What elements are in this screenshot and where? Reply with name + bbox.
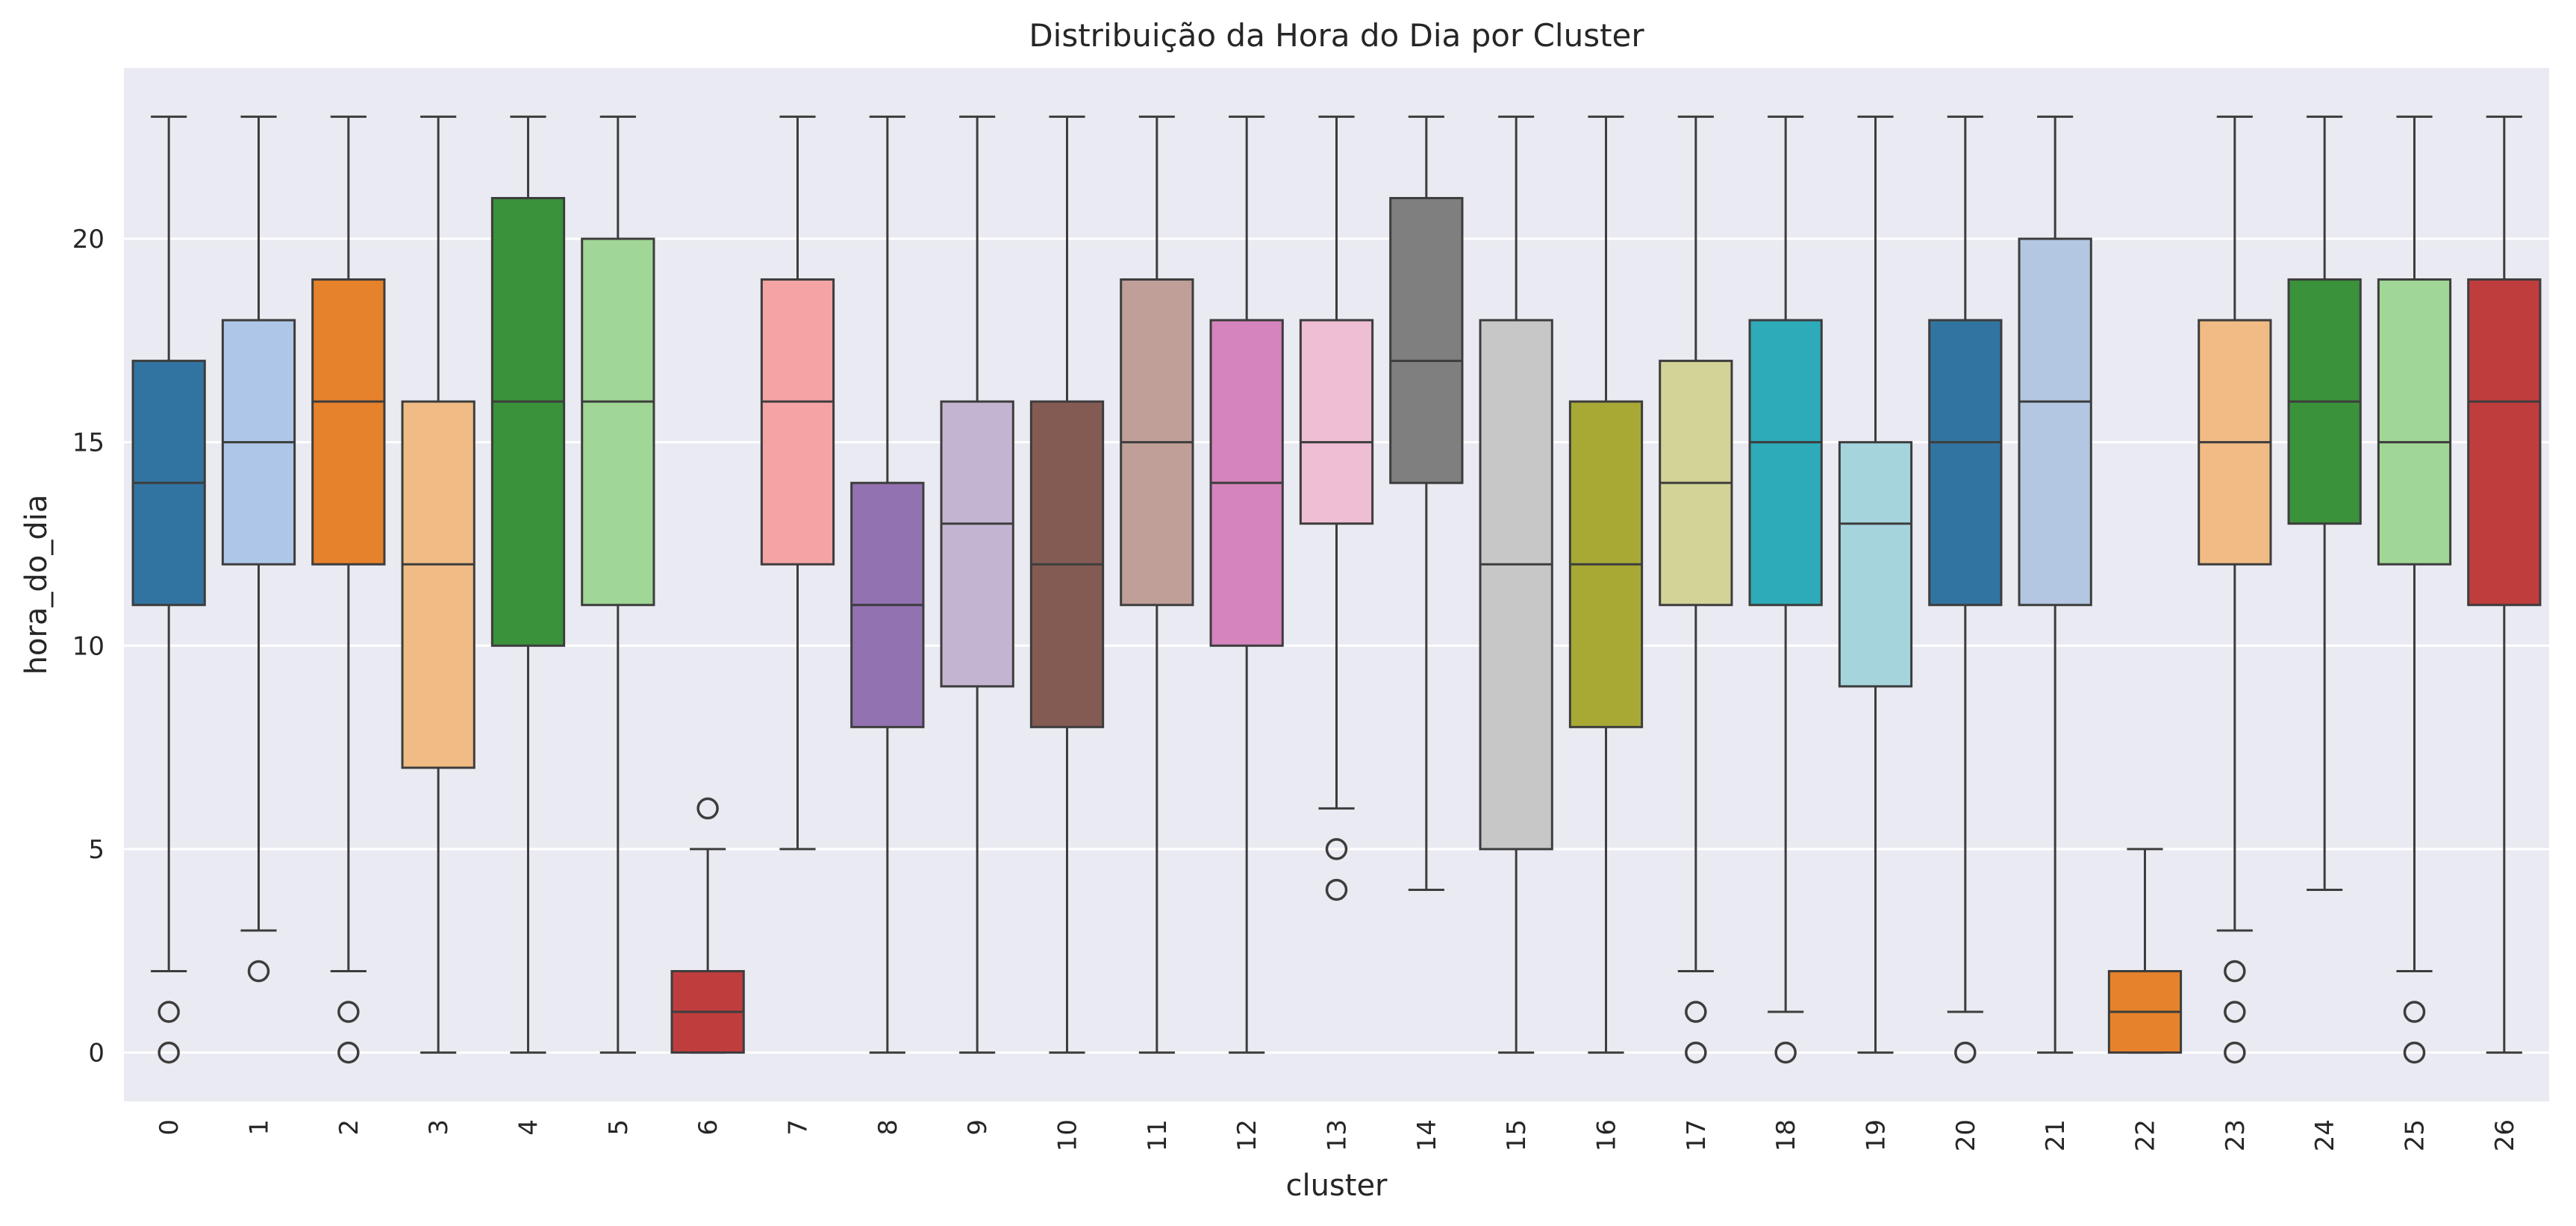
x-tick-labels: 0 1 2 3 4 5 6 7 8 9 10 11 12 13 14 15 16 17 18 19 20 21 22 23 24… <box>155 1119 2520 1151</box>
box-cluster-13 <box>1299 115 1374 901</box>
x-tick-label-3: 3 <box>424 1119 454 1136</box>
outlier-point <box>1954 1041 1977 1064</box>
box-cluster-4 <box>490 115 566 1054</box>
x-tick-label-15: 15 <box>1502 1119 1532 1151</box>
box-iqr <box>1748 319 1823 607</box>
box-iqr <box>760 278 835 566</box>
x-tick-label-23: 23 <box>2221 1119 2251 1151</box>
box-cluster-1 <box>221 115 296 983</box>
outlier-point <box>696 797 719 820</box>
outlier-point <box>2403 1041 2426 1064</box>
x-tick-label-8: 8 <box>873 1119 903 1136</box>
y-tick-label-20: 20 <box>72 225 105 254</box>
box-iqr <box>1479 319 1553 851</box>
x-tick-label-20: 20 <box>1951 1119 1981 1151</box>
box-cluster-19 <box>1838 115 1913 1054</box>
box-cluster-14 <box>1389 115 1464 891</box>
outlier-point <box>2224 1041 2246 1064</box>
x-tick-label-7: 7 <box>784 1119 814 1136</box>
y-tick-label-5: 5 <box>88 835 105 865</box>
outlier-point <box>158 1001 180 1023</box>
box-cluster-6 <box>670 797 745 1054</box>
boxes-layer <box>131 115 2542 1064</box>
x-tick-label-17: 17 <box>1682 1119 1712 1151</box>
box-cluster-7 <box>760 115 835 851</box>
x-axis-label: cluster <box>1285 1169 1388 1203</box>
outlier-point <box>158 1041 180 1064</box>
x-tick-label-16: 16 <box>1592 1119 1622 1151</box>
outlier-point <box>1325 878 1348 901</box>
y-tick-label-15: 15 <box>72 428 105 458</box>
box-iqr <box>940 400 1014 688</box>
outlier-point <box>1774 1041 1797 1064</box>
box-cluster-23 <box>2198 115 2272 1064</box>
box-iqr <box>311 278 386 566</box>
box-iqr <box>2377 278 2452 566</box>
box-cluster-26 <box>2467 115 2542 1054</box>
box-iqr <box>1389 196 1464 484</box>
outlier-point <box>2403 1001 2426 1023</box>
outlier-point <box>1685 1041 1707 1064</box>
outlier-point <box>1325 838 1348 860</box>
x-tick-label-11: 11 <box>1143 1119 1173 1151</box>
box-cluster-12 <box>1209 115 1284 1054</box>
y-axis-label: hora_do_dia <box>19 495 54 675</box>
x-tick-label-21: 21 <box>2041 1119 2071 1151</box>
x-tick-label-13: 13 <box>1323 1119 1353 1151</box>
box-cluster-15 <box>1479 115 1553 1054</box>
outlier-point <box>2224 1001 2246 1023</box>
box-cluster-0 <box>131 115 206 1064</box>
box-cluster-22 <box>2107 848 2183 1054</box>
x-tick-label-14: 14 <box>1412 1119 1442 1151</box>
chart-title: Distribuição da Hora do Dia por Cluster <box>1029 17 1644 54</box>
outlier-point <box>1685 1001 1707 1023</box>
box-iqr <box>2467 278 2542 607</box>
x-tick-label-19: 19 <box>1862 1119 1892 1151</box>
y-tick-label-10: 10 <box>72 631 105 661</box>
x-tick-label-9: 9 <box>963 1119 993 1136</box>
box-iqr <box>1838 441 1913 688</box>
outlier-point <box>337 1001 360 1023</box>
box-iqr <box>490 196 566 647</box>
box-iqr <box>2018 237 2092 607</box>
box-iqr <box>401 400 475 769</box>
box-cluster-24 <box>2287 115 2362 891</box>
x-tick-label-4: 4 <box>514 1119 544 1136</box>
box-cluster-18 <box>1748 115 1823 1064</box>
box-iqr <box>581 237 655 607</box>
box-cluster-16 <box>1568 115 1644 1054</box>
box-cluster-8 <box>850 115 925 1054</box>
x-tick-label-10: 10 <box>1053 1119 1083 1151</box>
box-iqr <box>1299 319 1374 525</box>
x-tick-label-25: 25 <box>2401 1119 2430 1151</box>
box-cluster-9 <box>940 115 1014 1054</box>
box-cluster-17 <box>1659 115 1733 1064</box>
box-cluster-11 <box>1120 115 1194 1054</box>
outlier-point <box>2224 960 2246 983</box>
x-tick-label-5: 5 <box>604 1119 634 1136</box>
outlier-point <box>247 960 270 983</box>
x-tick-label-0: 0 <box>155 1119 184 1136</box>
x-tick-label-22: 22 <box>2131 1119 2161 1151</box>
x-tick-label-1: 1 <box>245 1119 275 1136</box>
box-cluster-10 <box>1029 115 1105 1054</box>
box-iqr <box>1928 319 2003 607</box>
x-tick-label-24: 24 <box>2310 1119 2340 1151</box>
y-tick-labels: 0 5 10 15 20 <box>72 225 105 1069</box>
x-tick-label-2: 2 <box>334 1119 364 1136</box>
x-tick-label-12: 12 <box>1232 1119 1262 1151</box>
box-cluster-25 <box>2377 115 2452 1064</box>
x-tick-label-26: 26 <box>2490 1119 2520 1151</box>
x-tick-label-18: 18 <box>1771 1119 1801 1151</box>
x-tick-label-6: 6 <box>693 1119 723 1136</box>
box-cluster-2 <box>311 115 386 1064</box>
box-cluster-3 <box>401 115 475 1054</box>
box-cluster-20 <box>1928 115 2003 1064</box>
outlier-point <box>337 1041 360 1064</box>
box-cluster-5 <box>581 115 655 1054</box>
y-tick-label-0: 0 <box>88 1039 105 1069</box>
box-cluster-21 <box>2018 115 2092 1054</box>
